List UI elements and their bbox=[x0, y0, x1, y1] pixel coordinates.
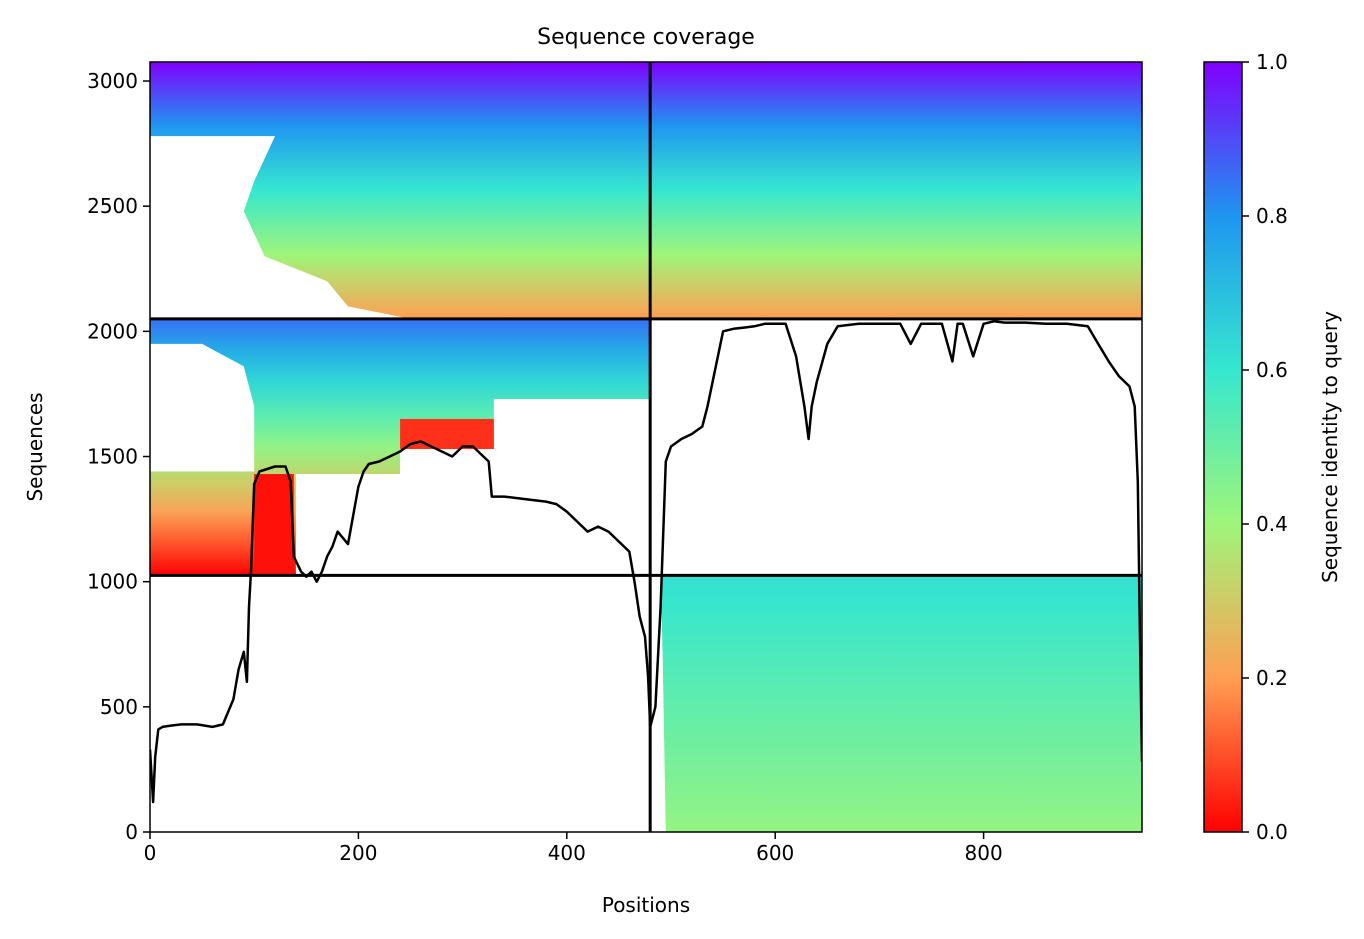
colorbar-tick-label: 0.8 bbox=[1256, 204, 1288, 228]
x-tick-label: 400 bbox=[548, 841, 586, 865]
uncovered-region bbox=[650, 575, 666, 832]
y-tick-label: 1500 bbox=[87, 445, 138, 469]
y-tick-label: 0 bbox=[125, 820, 138, 844]
x-tick-label: 0 bbox=[144, 841, 157, 865]
y-tick-label: 2000 bbox=[87, 319, 138, 343]
low-identity-band bbox=[254, 474, 294, 576]
plot-frame bbox=[149, 61, 1143, 833]
colorbar-label: Sequence identity to query bbox=[1318, 311, 1342, 583]
chart-title: Sequence coverage bbox=[537, 25, 755, 50]
heatmap-block bbox=[650, 62, 1142, 319]
y-axis: 0 500 1000 1500 2000 2500 3000 bbox=[87, 69, 150, 844]
uncovered-region bbox=[150, 136, 411, 319]
x-tick-label: 800 bbox=[965, 841, 1003, 865]
x-tick-label: 200 bbox=[339, 841, 377, 865]
x-axis: 0 200 400 600 800 bbox=[144, 832, 1003, 865]
colorbar-tick-label: 1.0 bbox=[1256, 50, 1288, 74]
colorbar-tick-label: 0.2 bbox=[1256, 666, 1288, 690]
low-identity-band bbox=[400, 418, 494, 450]
y-axis-label: Sequences bbox=[23, 392, 47, 501]
colorbar-tick-label: 0.0 bbox=[1256, 820, 1288, 844]
x-tick-label: 600 bbox=[756, 841, 794, 865]
colorbar-tick-label: 0.6 bbox=[1256, 358, 1288, 382]
colorbar bbox=[1203, 61, 1243, 833]
y-tick-label: 500 bbox=[100, 695, 138, 719]
x-axis-label: Positions bbox=[602, 893, 690, 917]
coverage-line bbox=[150, 320, 1142, 804]
uncovered-region bbox=[150, 318, 255, 576]
uncovered-region bbox=[150, 398, 651, 576]
colorbar-tick-label: 0.4 bbox=[1256, 512, 1288, 536]
y-tick-label: 3000 bbox=[87, 69, 138, 93]
colorbar-axis: 0.0 0.2 0.4 0.6 0.8 1.0 bbox=[1242, 50, 1288, 844]
y-tick-label: 2500 bbox=[87, 194, 138, 218]
y-tick-label: 1000 bbox=[87, 570, 138, 594]
coverage-heatmap bbox=[150, 62, 1142, 832]
heatmap-block bbox=[650, 575, 1142, 832]
coverage-line-layer bbox=[150, 320, 1142, 804]
heatmap-block-fill bbox=[650, 62, 1142, 319]
heatmap-block-fill bbox=[650, 575, 1142, 832]
